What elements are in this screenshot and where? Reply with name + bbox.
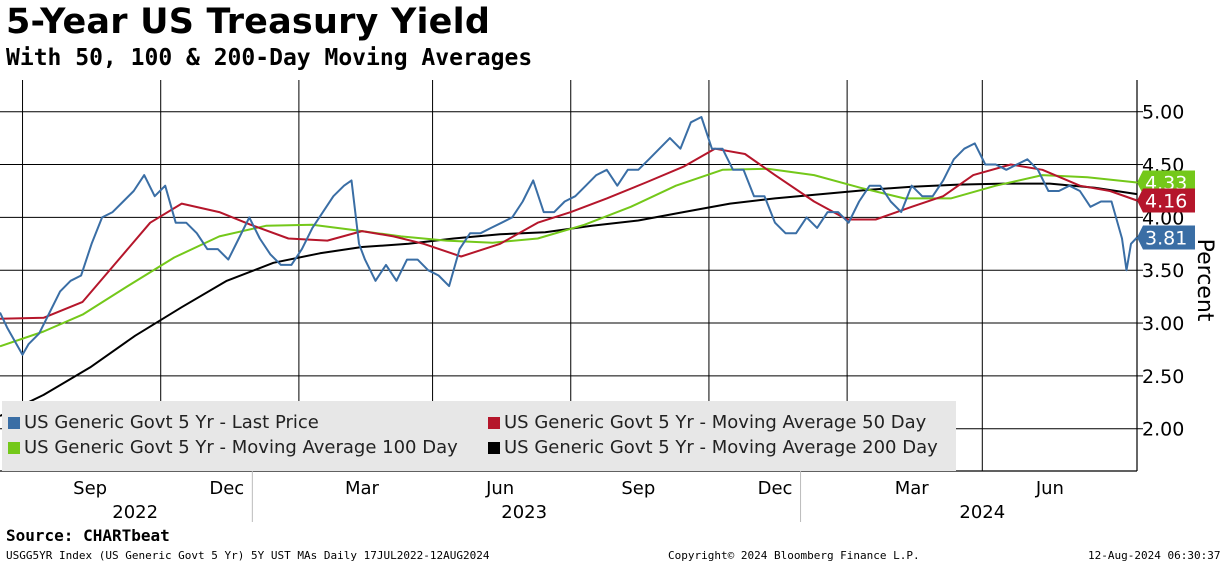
legend-label-ma50: US Generic Govt 5 Yr - Moving Average 50… xyxy=(504,412,927,433)
footer-copyright: Copyright© 2024 Bloomberg Finance L.P. xyxy=(668,549,920,562)
x-tick-label: Jun xyxy=(485,478,514,499)
series-line-ma200 xyxy=(0,182,1138,417)
legend-swatch-ma200 xyxy=(488,442,500,454)
source-note: Source: CHARTbeat xyxy=(6,526,170,545)
end-label-last_price: 3.81 xyxy=(1145,227,1187,249)
legend-swatch-ma50 xyxy=(488,417,500,429)
chart-title: 5-Year US Treasury Yield xyxy=(6,2,491,42)
chart-subtitle: With 50, 100 & 200-Day Moving Averages xyxy=(6,45,533,71)
y-tick-label: 3.50 xyxy=(1142,260,1184,282)
y-axis-label: Percent xyxy=(1192,239,1217,322)
series-line-last_price xyxy=(0,116,1138,356)
y-tick-label: 4.00 xyxy=(1142,207,1184,229)
legend-label-ma100: US Generic Govt 5 Yr - Moving Average 10… xyxy=(24,437,458,458)
legend-swatch-ma100 xyxy=(8,442,20,454)
x-tick-label: Mar xyxy=(895,478,930,499)
legend-item-ma100: US Generic Govt 5 Yr - Moving Average 10… xyxy=(8,437,458,458)
x-year-label: 2022 xyxy=(112,502,158,523)
x-year-label: 2024 xyxy=(959,502,1005,523)
x-tick-label: Dec xyxy=(209,478,244,499)
footer-timestamp: 12-Aug-2024 06:30:37 xyxy=(1088,549,1221,562)
legend-swatch-last-price xyxy=(8,417,20,429)
legend-label-last-price: US Generic Govt 5 Yr - Last Price xyxy=(24,412,319,433)
end-label-box-ma50 xyxy=(1137,188,1195,213)
legend-item-last-price: US Generic Govt 5 Yr - Last Price xyxy=(8,412,319,433)
x-tick-label: Sep xyxy=(621,478,655,499)
y-tick-label: 5.00 xyxy=(1142,102,1184,124)
x-tick-label: Jun xyxy=(1035,478,1064,499)
series-line-ma50 xyxy=(0,147,1138,320)
y-tick-label: 2.00 xyxy=(1142,419,1184,441)
y-tick-label: 3.00 xyxy=(1142,313,1184,335)
end-label-box-last_price xyxy=(1137,225,1195,250)
x-tick-label: Sep xyxy=(73,478,107,499)
y-tick-label: 2.50 xyxy=(1142,366,1184,388)
legend-item-ma200: US Generic Govt 5 Yr - Moving Average 20… xyxy=(488,437,938,458)
x-tick-label: Dec xyxy=(758,478,793,499)
end-label-ma50: 4.16 xyxy=(1145,190,1187,212)
legend-item-ma50: US Generic Govt 5 Yr - Moving Average 50… xyxy=(488,412,926,433)
footer-index-info: USGG5YR Index (US Generic Govt 5 Yr) 5Y … xyxy=(6,549,490,562)
series-line-ma100 xyxy=(0,167,1138,348)
chart-legend: US Generic Govt 5 Yr - Last Price US Gen… xyxy=(2,401,956,471)
x-tick-label: Mar xyxy=(345,478,380,499)
x-year-label: 2023 xyxy=(501,502,547,523)
legend-label-ma200: US Generic Govt 5 Yr - Moving Average 20… xyxy=(504,437,938,458)
